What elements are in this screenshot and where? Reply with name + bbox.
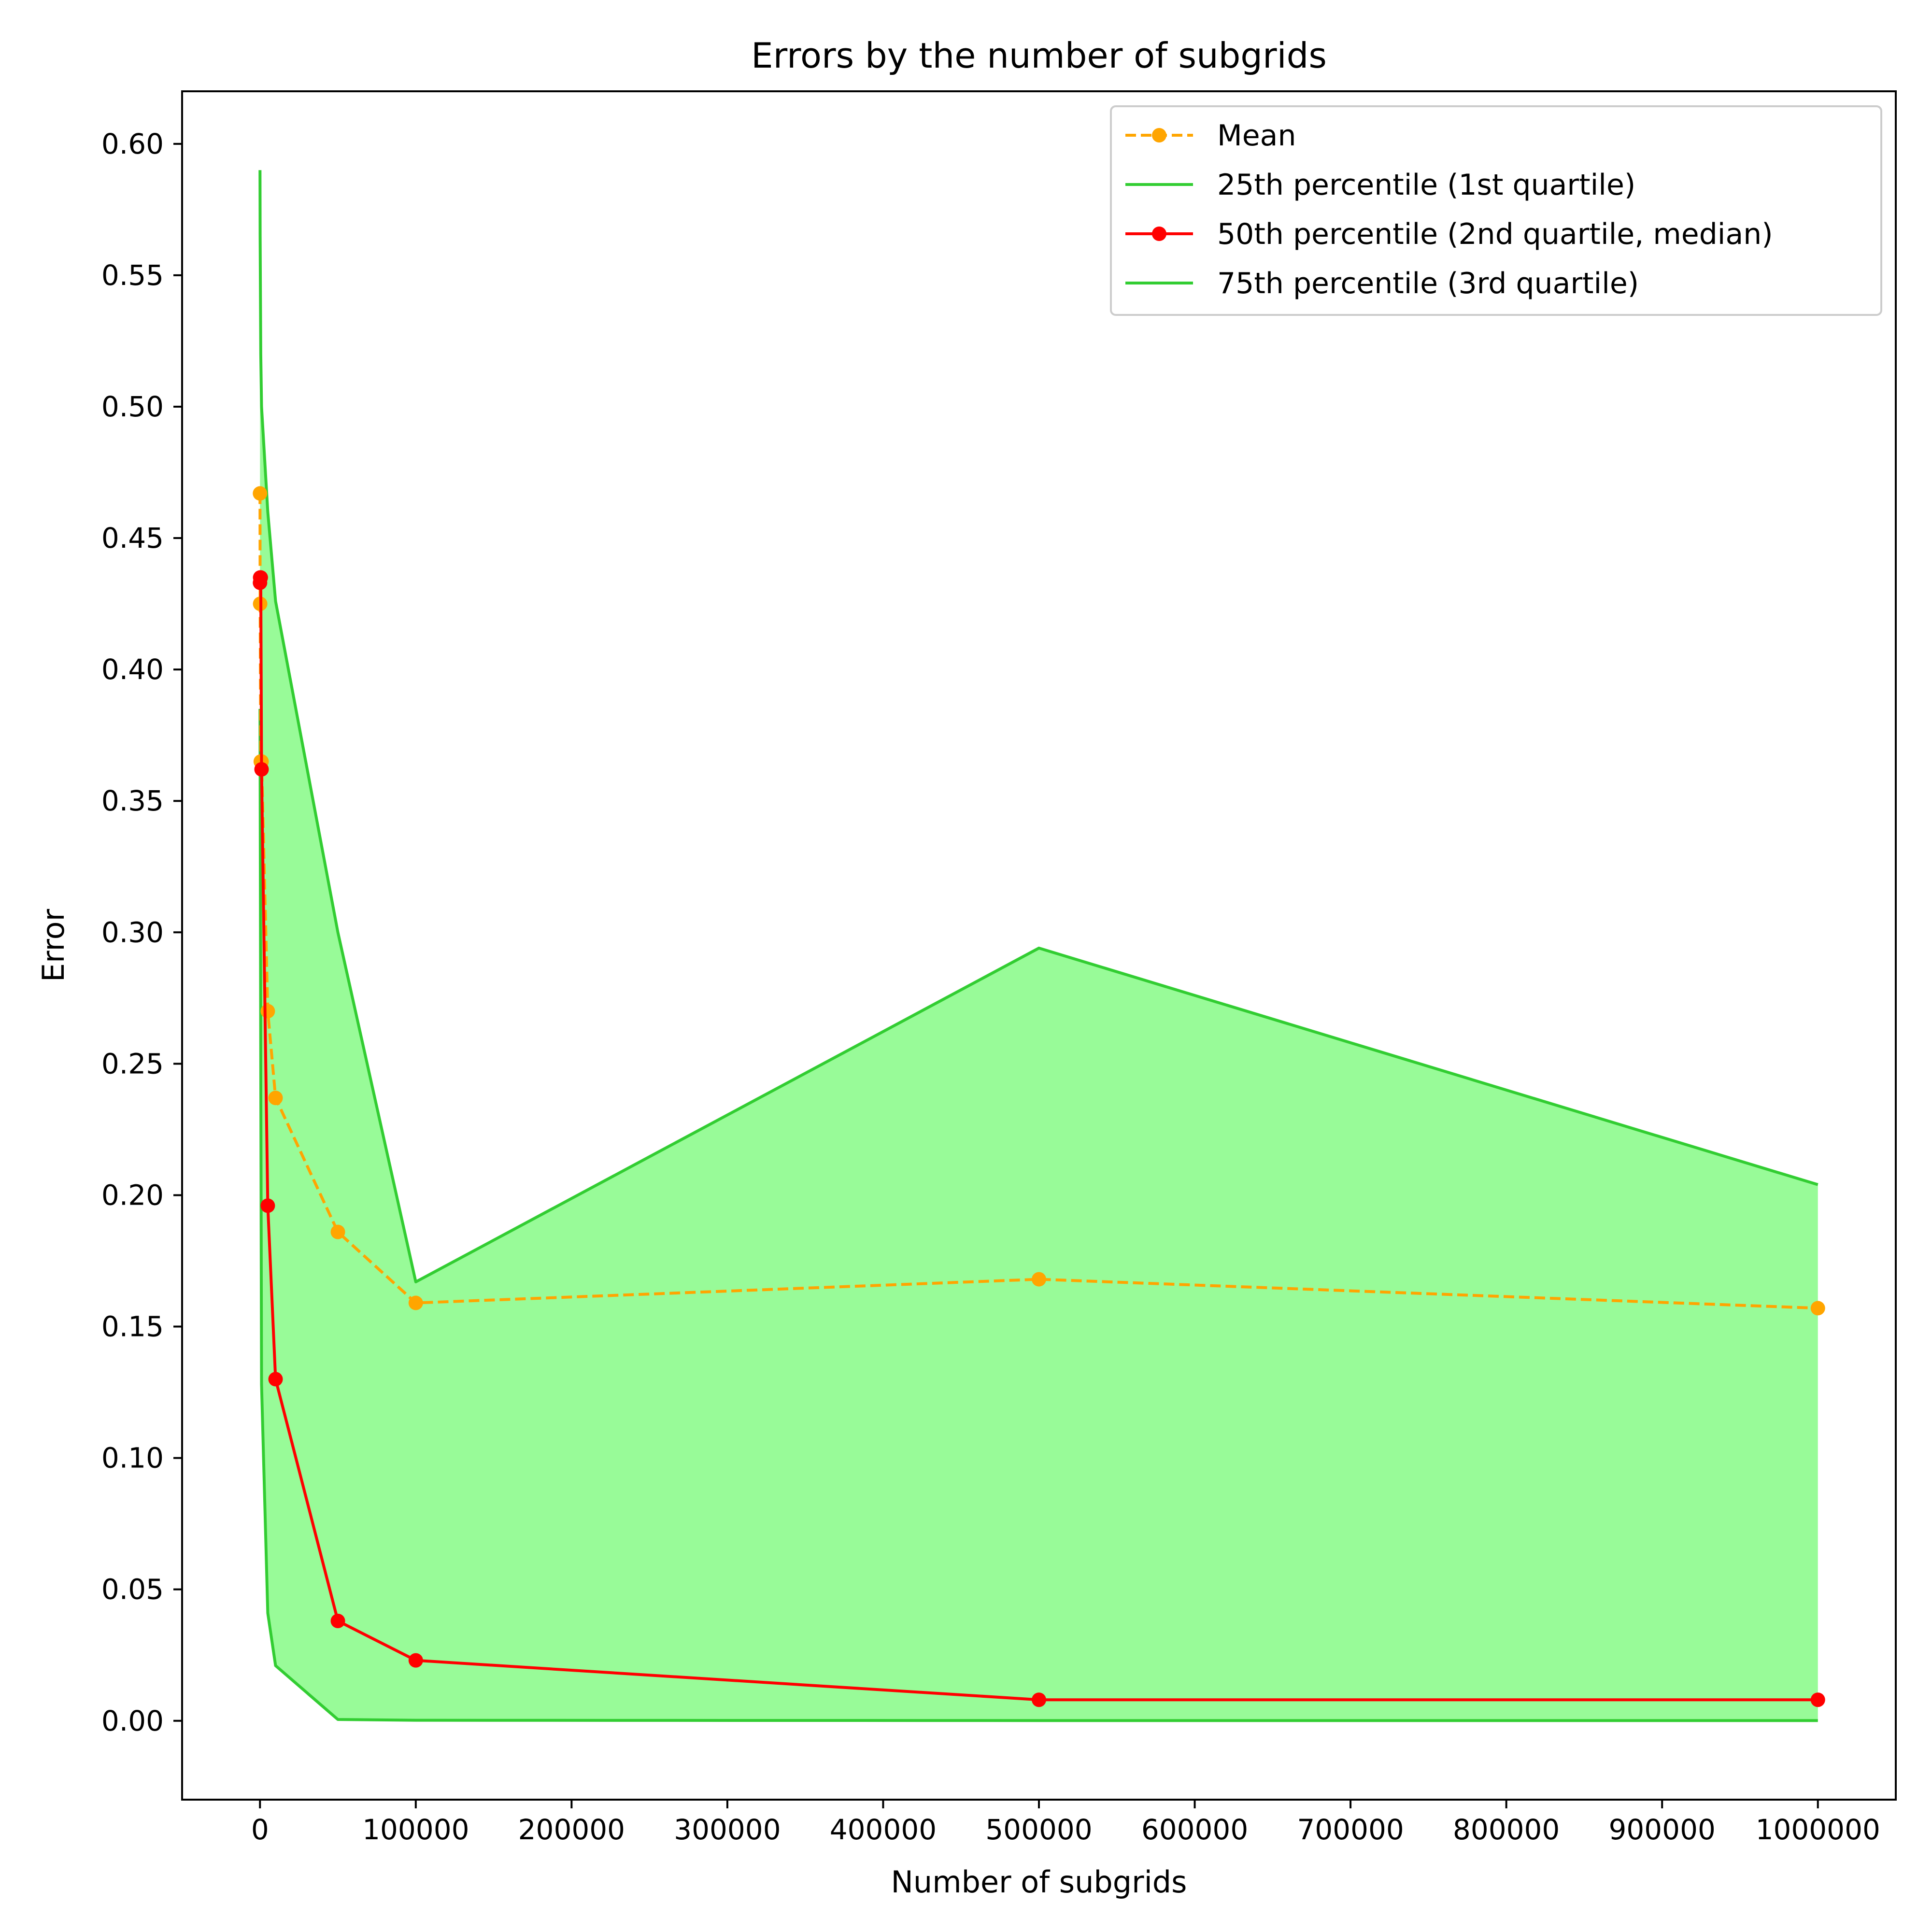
x-tick-label: 300000 <box>674 1813 781 1846</box>
iqr-fill-layer <box>260 170 1818 1721</box>
legend-label-50th-percentile-2nd-quartile-median: 50th percentile (2nd quartile, median) <box>1217 217 1773 251</box>
data-point-mean <box>253 486 268 501</box>
data-point-mean <box>268 1091 283 1106</box>
y-tick-label: 0.35 <box>101 784 164 817</box>
x-tick-label: 200000 <box>518 1813 625 1846</box>
legend: Mean 25th percentile (1st quartile) 50th p… <box>1110 105 1882 316</box>
y-tick-label: 0.05 <box>101 1573 164 1606</box>
data-point-mean <box>1810 1301 1825 1316</box>
data-point-mean <box>1032 1272 1046 1287</box>
data-point-50th-percentile-2nd-quartile-median <box>268 1372 283 1387</box>
iqr-fill-area <box>260 170 1818 1721</box>
y-tick-label: 0.20 <box>101 1179 164 1211</box>
y-tick-label: 0.60 <box>101 128 164 160</box>
data-point-50th-percentile-2nd-quartile-median <box>254 762 269 777</box>
data-point-mean <box>408 1295 423 1310</box>
legend-marker-mean <box>1152 128 1166 142</box>
x-tick-label: 500000 <box>985 1813 1092 1846</box>
x-tick-label: 600000 <box>1141 1813 1248 1846</box>
y-axis-label: Error <box>36 909 71 982</box>
x-tick-label: 0 <box>251 1813 269 1846</box>
data-point-50th-percentile-2nd-quartile-median <box>260 1198 275 1213</box>
y-tick-label: 0.25 <box>101 1047 164 1080</box>
y-tick-label: 0.00 <box>101 1705 164 1737</box>
series-line-25th-percentile-1st-quartile <box>258 709 1818 1722</box>
data-point-50th-percentile-2nd-quartile-median <box>408 1653 423 1668</box>
legend-box <box>1110 105 1882 316</box>
x-axis-label: Number of subgrids <box>891 1864 1187 1900</box>
series-layer <box>253 170 1825 1722</box>
y-tick-label: 0.55 <box>101 259 164 292</box>
y-tick-label: 0.30 <box>101 916 164 949</box>
legend-marker-50th-percentile-2nd-quartile-median <box>1152 227 1166 241</box>
legend-label-mean: Mean <box>1217 119 1296 153</box>
series-line-75th-percentile-3rd-quartile <box>258 170 1818 1284</box>
x-tick-label: 1000000 <box>1756 1813 1880 1846</box>
legend-label-75th-percentile-3rd-quartile: 75th percentile (3rd quartile) <box>1217 267 1639 300</box>
x-tick-label: 400000 <box>830 1813 937 1846</box>
axes-layer: 0 100000 200000 300000 400000 500000 600000 700… <box>101 90 1897 1846</box>
y-tick-label: 0.50 <box>101 390 164 423</box>
y-tick-label: 0.10 <box>101 1442 164 1475</box>
data-point-mean <box>330 1224 345 1239</box>
data-point-50th-percentile-2nd-quartile-median <box>1810 1692 1825 1707</box>
y-tick-label: 0.15 <box>101 1310 164 1343</box>
y-tick-label: 0.40 <box>101 653 164 686</box>
x-tick-label: 100000 <box>362 1813 469 1846</box>
y-tick-label: 0.45 <box>101 522 164 554</box>
data-point-50th-percentile-2nd-quartile-median <box>253 570 268 585</box>
data-point-50th-percentile-2nd-quartile-median <box>330 1613 345 1628</box>
data-point-50th-percentile-2nd-quartile-median <box>1032 1692 1046 1707</box>
chart-title: Errors by the number of subgrids <box>751 35 1327 76</box>
legend-label-25th-percentile-1st-quartile: 25th percentile (1st quartile) <box>1217 168 1635 202</box>
x-tick-label: 700000 <box>1297 1813 1404 1846</box>
data-point-mean <box>260 1004 275 1019</box>
x-tick-label: 800000 <box>1453 1813 1560 1846</box>
x-tick-label: 900000 <box>1608 1813 1715 1846</box>
